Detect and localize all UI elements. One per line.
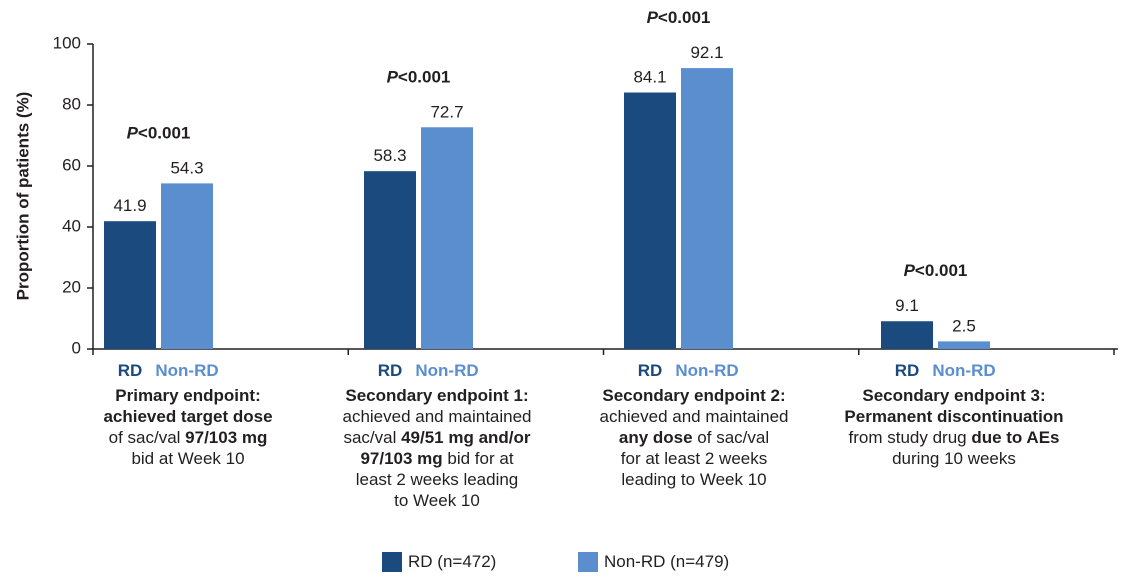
category-description-segment: for at least 2 weeks: [620, 449, 768, 468]
p-value-label: P<0.001: [387, 67, 451, 86]
y-tick-label: 80: [62, 94, 81, 113]
category-description-segment: any dose: [618, 428, 693, 447]
bar-value-label: 9.1: [895, 296, 919, 315]
category-description-line: achieved and maintained: [317, 406, 557, 427]
category-description: Secondary endpoint 3: Permanent discontin…: [834, 385, 1074, 469]
p-value-label: P<0.001: [904, 261, 968, 280]
category-short-label: Non-RD: [155, 361, 218, 380]
y-axis-label: Proportion of patients (%): [13, 92, 32, 301]
bar-rd: [881, 321, 933, 349]
category-description-segment: 97/103 mg: [185, 428, 268, 447]
category-description-segment: from study drug: [848, 428, 972, 447]
category-description-line: sac/val 49/51 mg and/or: [317, 427, 557, 448]
category-description-segment: during 10 weeks: [892, 449, 1016, 468]
bar-nonrd: [421, 127, 473, 349]
category-description-line: achieved target dose: [68, 406, 308, 427]
category-description-line: Permanent discontinuation: [834, 406, 1074, 427]
bar-value-label: 84.1: [633, 67, 666, 86]
category-description-segment: bid for at: [442, 449, 514, 468]
category-description: Primary endpoint: achieved target dose of …: [68, 385, 308, 469]
bar-nonrd: [681, 68, 733, 349]
category-description-segment: achieved target dose: [103, 407, 273, 426]
legend-label-rd: RD (n=472): [408, 552, 497, 571]
category-short-label: RD: [378, 361, 403, 380]
category-description-segment: leading to Week 10: [621, 470, 767, 489]
category-description-line: Secondary endpoint 2:: [574, 385, 814, 406]
y-tick-label: 20: [62, 277, 81, 296]
bar-rd: [104, 221, 156, 349]
category-description-segment: due to AEs: [971, 428, 1060, 447]
category-description-segment: sac/val: [343, 428, 402, 447]
category-description-segment: of sac/val: [108, 428, 186, 447]
category-short-label: Non-RD: [415, 361, 478, 380]
category-description-line: of sac/val 97/103 mg: [68, 427, 308, 448]
category-description-line: bid at Week 10: [68, 448, 308, 469]
category-short-label: Non-RD: [932, 361, 995, 380]
legend-item-nonrd: Non-RD (n=479): [578, 552, 729, 572]
category-description-segment: 97/103 mg: [360, 449, 443, 468]
y-tick-label: 100: [53, 33, 81, 52]
bar-nonrd: [161, 183, 213, 349]
legend-swatch-rd: [382, 552, 402, 572]
category-description-line: for at least 2 weeks: [574, 448, 814, 469]
bar-value-label: 54.3: [170, 158, 203, 177]
y-tick-label: 40: [62, 216, 81, 235]
category-description-segment: to Week 10: [394, 491, 480, 510]
y-tick-label: 60: [62, 155, 81, 174]
category-description: Secondary endpoint 2: achieved and mainta…: [574, 385, 814, 490]
legend-item-rd: RD (n=472): [382, 552, 496, 572]
category-description-segment: Primary endpoint:: [115, 386, 261, 405]
bar-value-label: 58.3: [373, 146, 406, 165]
category-short-label: RD: [895, 361, 920, 380]
bar-value-label: 92.1: [690, 43, 723, 62]
category-description-line: Secondary endpoint 3:: [834, 385, 1074, 406]
category-description-line: leading to Week 10: [574, 469, 814, 490]
category-description-line: to Week 10: [317, 490, 557, 511]
category-description-segment: achieved and maintained: [342, 407, 532, 426]
category-description-line: Primary endpoint:: [68, 385, 308, 406]
bar-nonrd: [938, 341, 990, 349]
legend-swatch-nonrd: [578, 552, 598, 572]
bar-value-label: 41.9: [113, 196, 146, 215]
category-description-segment: 49/51 mg and/or: [401, 428, 531, 447]
category-short-label: Non-RD: [675, 361, 738, 380]
category-description-line: least 2 weeks leading: [317, 469, 557, 490]
category-description-line: Secondary endpoint 1:: [317, 385, 557, 406]
p-value-label: P<0.001: [647, 8, 711, 27]
category-description-segment: least 2 weeks leading: [355, 470, 519, 489]
category-description-segment: Secondary endpoint 1:: [345, 386, 529, 405]
category-description-segment: bid at Week 10: [131, 449, 245, 468]
category-description-line: from study drug due to AEs: [834, 427, 1074, 448]
category-description-line: any dose of sac/val: [574, 427, 814, 448]
bar-rd: [624, 92, 676, 350]
category-description-segment: Secondary endpoint 3:: [862, 386, 1046, 405]
category-description-segment: achieved and maintained: [599, 407, 789, 426]
category-description: Secondary endpoint 1: achieved and mainta…: [317, 385, 557, 511]
category-short-label: RD: [638, 361, 663, 380]
category-short-label: RD: [118, 361, 143, 380]
category-description-segment: Secondary endpoint 2:: [602, 386, 786, 405]
p-value-label: P<0.001: [127, 123, 191, 142]
bar-value-label: 2.5: [952, 316, 976, 335]
category-description-line: 97/103 mg bid for at: [317, 448, 557, 469]
bar-value-label: 72.7: [430, 102, 463, 121]
category-description-line: achieved and maintained: [574, 406, 814, 427]
category-description-line: during 10 weeks: [834, 448, 1074, 469]
category-description-segment: Permanent discontinuation: [844, 407, 1064, 426]
legend-label-nonrd: Non-RD (n=479): [604, 552, 730, 571]
y-tick-label: 0: [72, 338, 81, 357]
bar-rd: [364, 171, 416, 349]
category-description-segment: of sac/val: [692, 428, 770, 447]
